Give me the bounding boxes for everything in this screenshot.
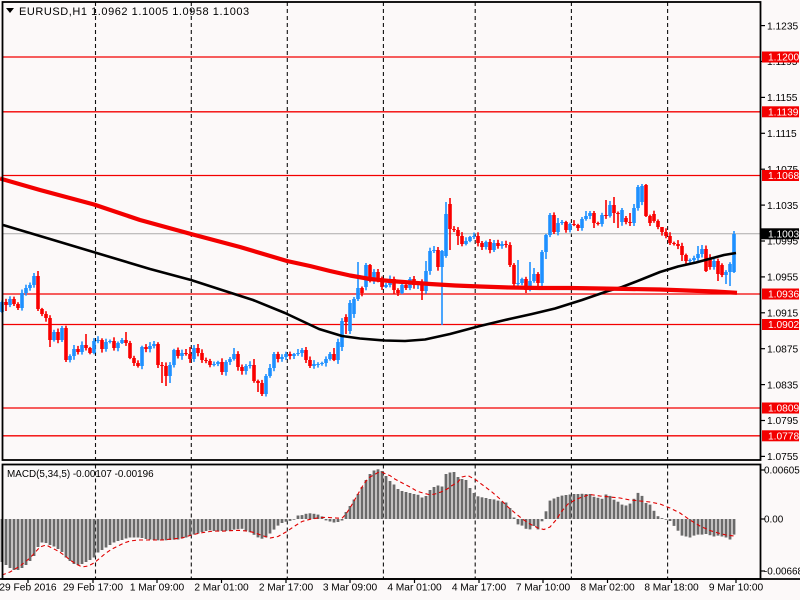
svg-text:7 Mar 10:00: 7 Mar 10:00 — [516, 583, 571, 594]
svg-text:4 Mar 17:00: 4 Mar 17:00 — [452, 583, 507, 594]
svg-text:1.0835: 1.0835 — [767, 380, 798, 391]
svg-text:0.00: 0.00 — [764, 515, 784, 526]
svg-text:29 Feb 17:00: 29 Feb 17:00 — [63, 583, 123, 594]
svg-text:1.1195: 1.1195 — [767, 57, 798, 68]
svg-text:3 Mar 09:00: 3 Mar 09:00 — [323, 583, 378, 594]
svg-text:1.0795: 1.0795 — [767, 416, 798, 427]
svg-text:0.00605: 0.00605 — [764, 466, 800, 477]
svg-text:1 Mar 09:00: 1 Mar 09:00 — [130, 583, 185, 594]
svg-text:1.0995: 1.0995 — [767, 237, 798, 248]
svg-text:EURUSD,H1 1.0962 1.1005 1.095: EURUSD,H1 1.0962 1.1005 1.0958 1.1003 — [19, 6, 250, 18]
svg-text:1.1155: 1.1155 — [767, 93, 798, 104]
svg-text:1.0755: 1.0755 — [767, 452, 798, 463]
svg-text:2 Mar 17:00: 2 Mar 17:00 — [259, 583, 314, 594]
svg-text:1.0936: 1.0936 — [768, 290, 799, 301]
svg-text:1.1139: 1.1139 — [768, 108, 799, 119]
svg-text:29 Feb 2016: 29 Feb 2016 — [0, 583, 57, 594]
svg-text:1.1035: 1.1035 — [767, 201, 798, 212]
svg-text:1.0809: 1.0809 — [768, 404, 799, 415]
svg-text:1.0902: 1.0902 — [768, 320, 799, 331]
svg-text:1.0875: 1.0875 — [767, 344, 798, 355]
svg-text:1.0915: 1.0915 — [767, 309, 798, 320]
svg-text:1.1235: 1.1235 — [767, 21, 798, 32]
svg-text:1.0955: 1.0955 — [767, 273, 798, 284]
svg-text:1.1115: 1.1115 — [767, 129, 797, 140]
svg-text:8 Mar 02:00: 8 Mar 02:00 — [580, 583, 635, 594]
svg-text:1.1068: 1.1068 — [768, 171, 799, 182]
svg-text:1.1003: 1.1003 — [768, 230, 799, 241]
svg-text:MACD(5,34,5) -0.00107 -0.00196: MACD(5,34,5) -0.00107 -0.00196 — [7, 469, 154, 480]
svg-text:4 Mar 01:00: 4 Mar 01:00 — [387, 583, 442, 594]
svg-text:1.0778: 1.0778 — [768, 432, 799, 443]
svg-text:9 Mar 10:00: 9 Mar 10:00 — [709, 583, 764, 594]
svg-text:1.1200: 1.1200 — [768, 53, 799, 64]
svg-text:8 Mar 18:00: 8 Mar 18:00 — [644, 583, 699, 594]
svg-text:2 Mar 01:00: 2 Mar 01:00 — [194, 583, 249, 594]
svg-text:-0.00668: -0.00668 — [764, 567, 800, 578]
